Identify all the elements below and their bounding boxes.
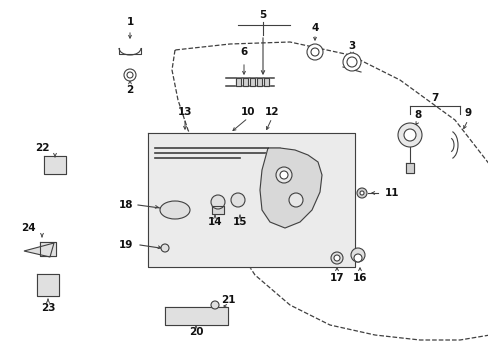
Polygon shape (37, 274, 59, 296)
Text: 17: 17 (329, 273, 344, 283)
Text: 11: 11 (384, 188, 399, 198)
Polygon shape (405, 163, 413, 173)
Polygon shape (40, 242, 56, 256)
Polygon shape (242, 78, 247, 86)
Text: 21: 21 (220, 295, 235, 305)
Text: 18: 18 (119, 200, 133, 210)
Circle shape (127, 72, 133, 78)
Circle shape (306, 44, 323, 60)
Text: 19: 19 (119, 240, 133, 250)
Text: 13: 13 (177, 107, 192, 117)
Text: 1: 1 (126, 17, 133, 27)
Circle shape (275, 167, 291, 183)
Circle shape (397, 123, 421, 147)
Circle shape (359, 191, 363, 195)
Polygon shape (212, 206, 224, 214)
Text: 2: 2 (126, 85, 133, 95)
Polygon shape (235, 78, 240, 86)
Polygon shape (24, 243, 54, 257)
Text: 22: 22 (35, 143, 49, 153)
Text: 20: 20 (188, 327, 203, 337)
Text: 6: 6 (240, 47, 247, 57)
Circle shape (342, 53, 360, 71)
Circle shape (230, 193, 244, 207)
Circle shape (288, 193, 303, 207)
Text: 3: 3 (347, 41, 355, 51)
Polygon shape (44, 156, 66, 174)
Circle shape (353, 254, 361, 262)
Text: 5: 5 (259, 10, 266, 20)
Circle shape (350, 248, 364, 262)
Text: 7: 7 (430, 93, 438, 103)
Circle shape (210, 195, 224, 209)
Polygon shape (249, 78, 254, 86)
Circle shape (124, 69, 136, 81)
Circle shape (356, 188, 366, 198)
Text: 23: 23 (41, 303, 55, 313)
Text: 4: 4 (311, 23, 318, 33)
Text: 10: 10 (240, 107, 255, 117)
Text: 8: 8 (413, 110, 421, 120)
Polygon shape (164, 307, 227, 325)
Text: 12: 12 (264, 107, 279, 117)
Circle shape (280, 171, 287, 179)
Circle shape (333, 255, 339, 261)
Circle shape (346, 57, 356, 67)
Polygon shape (256, 78, 261, 86)
Text: 15: 15 (232, 217, 247, 227)
Polygon shape (148, 133, 354, 267)
Circle shape (403, 129, 415, 141)
Circle shape (161, 244, 169, 252)
Text: 16: 16 (352, 273, 366, 283)
Polygon shape (263, 78, 268, 86)
Text: 14: 14 (207, 217, 222, 227)
Circle shape (310, 48, 318, 56)
Circle shape (330, 252, 342, 264)
Text: 9: 9 (464, 108, 470, 118)
Ellipse shape (160, 201, 190, 219)
Polygon shape (260, 148, 321, 228)
Text: 24: 24 (20, 223, 35, 233)
Circle shape (210, 301, 219, 309)
